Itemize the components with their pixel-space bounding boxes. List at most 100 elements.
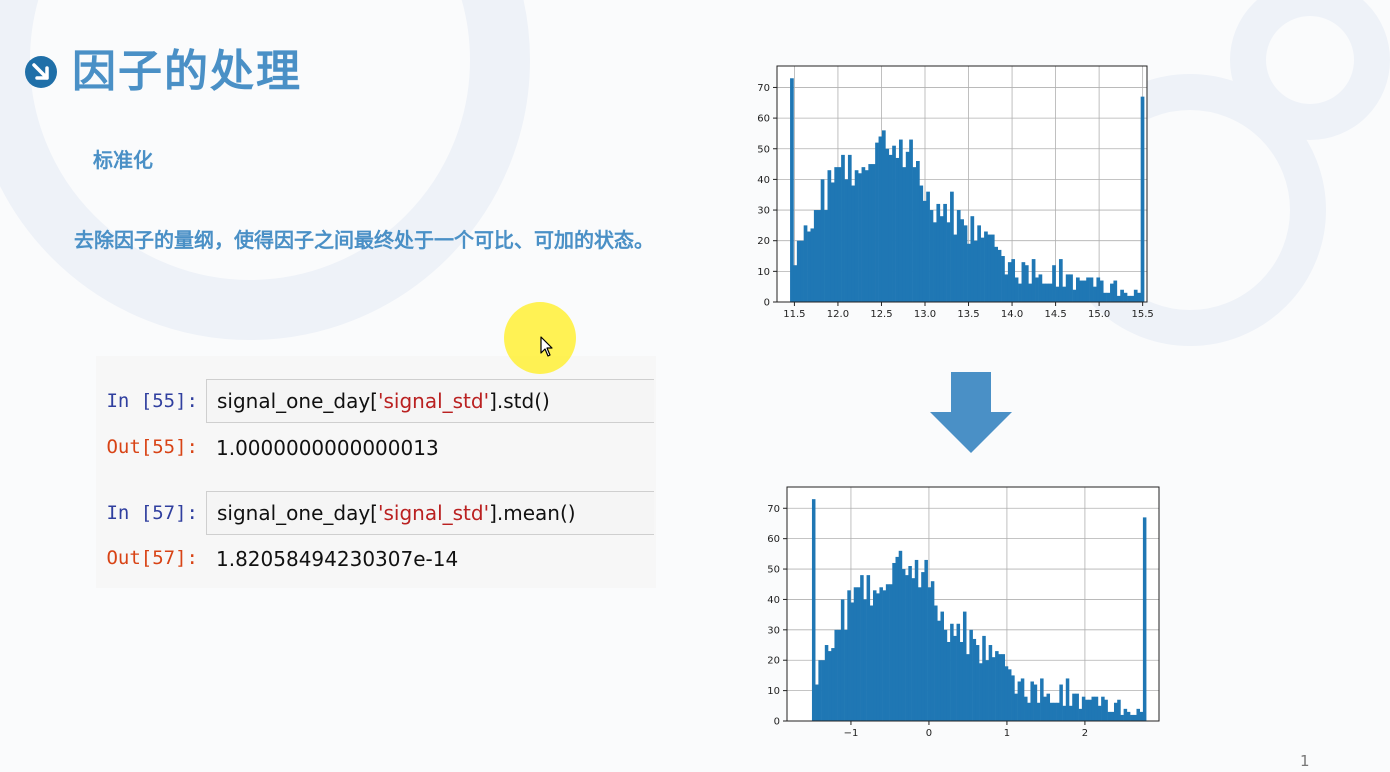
histogram-bar bbox=[1079, 280, 1084, 302]
histogram-bar bbox=[828, 651, 832, 721]
code-cell-57[interactable]: signal_one_day['signal_std'].mean() bbox=[206, 491, 654, 535]
histogram-bar bbox=[1110, 711, 1115, 721]
histogram-bar bbox=[953, 635, 957, 721]
histogram-bar bbox=[1075, 277, 1080, 302]
histogram-bar bbox=[820, 179, 825, 302]
histogram-bar bbox=[946, 641, 951, 721]
y-tick-label: 60 bbox=[757, 114, 770, 125]
histogram-bar bbox=[882, 590, 887, 721]
histogram-bar bbox=[1014, 277, 1019, 302]
histogram-bar bbox=[1103, 292, 1107, 302]
histogram-bar bbox=[962, 611, 967, 721]
histogram-bar bbox=[1117, 699, 1121, 721]
code-cell-55[interactable]: signal_one_day['signal_std'].std() bbox=[206, 379, 654, 423]
y-tick-label: 50 bbox=[767, 565, 780, 576]
histogram-bar bbox=[953, 234, 958, 302]
histogram-bar bbox=[873, 590, 877, 721]
histogram-bar bbox=[1142, 517, 1147, 721]
histogram-bar bbox=[959, 641, 964, 721]
x-tick-label: 12.5 bbox=[870, 309, 892, 320]
histogram-bar bbox=[1101, 696, 1105, 721]
slide-header: 因子的处理 bbox=[24, 44, 302, 100]
histogram-bar bbox=[988, 645, 993, 721]
histogram-bar bbox=[1035, 277, 1039, 302]
code-prefix: signal_one_day[ bbox=[217, 389, 378, 413]
histogram-bar bbox=[1085, 699, 1089, 721]
code-prefix: signal_one_day[ bbox=[217, 501, 378, 525]
histogram-bar bbox=[1040, 678, 1044, 721]
histogram-bar bbox=[1004, 274, 1009, 302]
histogram-bar bbox=[895, 556, 900, 721]
x-tick-label: 15.5 bbox=[1132, 309, 1154, 320]
histogram-bar bbox=[1091, 696, 1096, 721]
histogram-bar bbox=[824, 645, 829, 721]
histogram-bar bbox=[821, 660, 826, 721]
histogram-bar bbox=[940, 611, 944, 721]
histogram-bar bbox=[912, 167, 917, 302]
histogram-bar bbox=[1065, 274, 1070, 302]
histogram-bar bbox=[1116, 295, 1121, 302]
histogram-bar bbox=[869, 605, 874, 721]
code-string: 'signal_std' bbox=[377, 501, 490, 525]
histogram-bar bbox=[1130, 295, 1135, 302]
histogram-bar bbox=[929, 210, 934, 302]
histogram-bar bbox=[933, 222, 937, 302]
histogram-bar bbox=[847, 154, 852, 302]
y-tick-label: 30 bbox=[757, 206, 770, 217]
histogram-bar bbox=[985, 660, 989, 721]
histogram-bar bbox=[1136, 708, 1140, 721]
histogram-bar bbox=[878, 136, 883, 302]
histogram-bar bbox=[898, 139, 903, 302]
histogram-bar bbox=[1106, 292, 1111, 302]
x-tick-label: 15.0 bbox=[1088, 309, 1110, 320]
histogram-bar bbox=[876, 593, 880, 721]
histogram-bar bbox=[902, 167, 907, 302]
histogram-bar bbox=[1007, 669, 1012, 721]
histogram-bar bbox=[1120, 714, 1124, 721]
y-tick-label: 40 bbox=[757, 175, 770, 186]
plot-frame bbox=[786, 486, 1160, 722]
output-57: 1.82058494230307e-14 bbox=[216, 547, 459, 571]
histogram-bar bbox=[851, 185, 856, 302]
histogram-bar bbox=[966, 654, 970, 721]
histogram-bar bbox=[1052, 702, 1057, 721]
histogram-bar bbox=[858, 173, 862, 302]
cursor-highlight bbox=[504, 302, 576, 374]
histogram-bar bbox=[1099, 280, 1104, 302]
histogram-bar bbox=[875, 142, 879, 302]
histogram-bar bbox=[817, 210, 821, 302]
x-tick-label: 2 bbox=[1082, 728, 1088, 738]
histogram-bar bbox=[917, 587, 922, 721]
histogram-bar bbox=[853, 587, 858, 721]
histogram-bar bbox=[834, 167, 839, 302]
histogram-bar bbox=[987, 234, 992, 302]
histogram-bar bbox=[1014, 693, 1018, 721]
histogram-bar bbox=[956, 623, 961, 721]
arrow-down-right-circle-icon bbox=[25, 56, 57, 88]
histogram-bar bbox=[810, 228, 815, 302]
histogram-bar bbox=[1027, 702, 1031, 721]
histogram-bar bbox=[973, 240, 978, 302]
histogram-bar bbox=[864, 170, 869, 302]
histogram-bar bbox=[868, 164, 873, 302]
histogram-bar bbox=[1001, 654, 1006, 721]
histogram-bar bbox=[1078, 708, 1083, 721]
histogram-bar bbox=[1113, 702, 1118, 721]
histogram-bar bbox=[889, 584, 893, 721]
histogram-bar bbox=[1030, 681, 1034, 721]
histogram-bar bbox=[1133, 714, 1137, 721]
histogram-bar bbox=[830, 182, 835, 302]
histogram-bar bbox=[921, 572, 925, 721]
histogram-bar bbox=[1028, 283, 1033, 302]
x-tick-label: 13.5 bbox=[957, 309, 979, 320]
y-tick-label: 10 bbox=[767, 686, 780, 697]
histogram-bar bbox=[984, 231, 988, 302]
histogram-bar bbox=[980, 237, 985, 302]
histogram-bar bbox=[1045, 283, 1050, 302]
histogram-bar bbox=[861, 167, 866, 302]
histogram-bar bbox=[1048, 283, 1053, 302]
histogram-raw: 11.5 12.0 12.5 13.0 13.5 14.0 14.5 15.0 15.5 0 10 2… bbox=[757, 65, 1154, 320]
histogram-bar bbox=[888, 154, 893, 302]
histogram-bar bbox=[977, 225, 981, 302]
histogram-bar bbox=[1072, 289, 1077, 302]
